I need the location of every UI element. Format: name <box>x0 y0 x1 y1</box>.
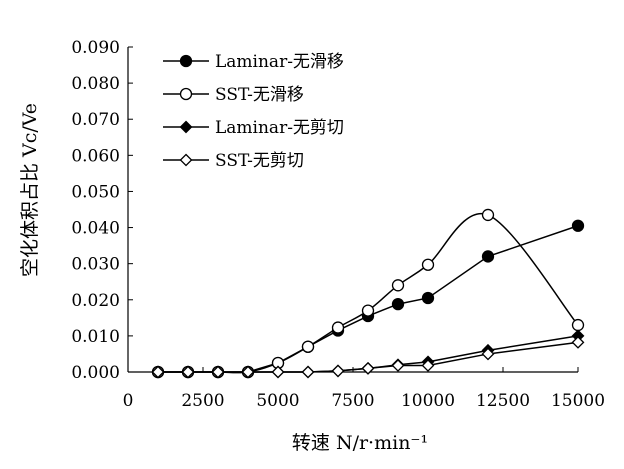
data-point <box>571 219 585 232</box>
y-tick-label: 0.080 <box>71 74 120 94</box>
legend-entry-1: Laminar-无滑移 <box>163 52 344 72</box>
data-point <box>421 291 435 305</box>
data-point <box>481 347 495 361</box>
x-tick-label: 15000 <box>551 391 605 411</box>
y-tick-label: 0.010 <box>71 327 120 347</box>
legend-marker <box>179 54 193 68</box>
y-tick-label: 0.000 <box>71 363 120 383</box>
x-tick-label: 0 <box>123 391 134 411</box>
legend-marker <box>179 153 193 167</box>
x-tick-label: 12500 <box>476 391 530 411</box>
series-2 <box>151 208 585 379</box>
data-point <box>301 365 315 379</box>
data-point <box>391 297 405 311</box>
data-point <box>361 304 375 317</box>
data-point <box>301 340 315 353</box>
data-point <box>571 318 585 332</box>
data-point <box>481 250 495 263</box>
data-point <box>331 364 345 378</box>
legend-marker <box>179 120 193 134</box>
x-tick-label: 7500 <box>331 391 374 411</box>
y-tick-label: 0.090 <box>71 38 120 58</box>
series-layer <box>151 208 585 379</box>
y-tick-label: 0.050 <box>71 182 120 202</box>
data-point <box>391 279 405 292</box>
legend-entry-2: SST-无滑移 <box>163 85 304 105</box>
data-point <box>211 365 225 379</box>
y-tick-label: 0.020 <box>71 291 120 311</box>
y-axis-title: 空化体积占比 Vc/Ve <box>19 103 41 277</box>
series-line <box>158 212 579 374</box>
data-point <box>421 359 435 372</box>
legend-label: SST-无滑移 <box>215 85 304 105</box>
data-point <box>271 365 285 379</box>
x-axis-title: 转速 N/r·min⁻¹ <box>292 432 428 454</box>
data-point <box>571 335 585 349</box>
legend: Laminar-无滑移 SST-无滑移 Laminar-无剪切 SST-无剪切 <box>163 52 344 171</box>
axes: 0 2500 5000 7500 10000 12500 15000 0.000 0.010 0.… <box>71 38 605 411</box>
legend-entry-4: SST-无剪切 <box>163 151 304 171</box>
data-point <box>151 365 165 379</box>
data-point <box>241 365 255 379</box>
x-tick-label: 10000 <box>401 391 455 411</box>
legend-marker <box>179 87 193 101</box>
data-point <box>421 258 435 271</box>
legend-label: Laminar-无滑移 <box>215 52 344 72</box>
data-point <box>361 361 375 375</box>
x-tick-label: 2500 <box>181 391 224 411</box>
x-tick-label: 5000 <box>256 391 299 411</box>
legend-label: SST-无剪切 <box>215 151 304 171</box>
data-point <box>391 359 405 372</box>
data-point <box>181 365 195 379</box>
y-tick-label: 0.040 <box>71 219 120 239</box>
y-tick-label: 0.030 <box>71 255 120 275</box>
y-tick-label: 0.060 <box>71 146 120 166</box>
series-4 <box>151 335 585 379</box>
legend-entry-3: Laminar-无剪切 <box>163 118 344 138</box>
legend-label: Laminar-无剪切 <box>215 118 344 138</box>
y-tick-label: 0.070 <box>71 110 120 130</box>
data-point <box>331 321 345 334</box>
data-point <box>481 208 495 222</box>
